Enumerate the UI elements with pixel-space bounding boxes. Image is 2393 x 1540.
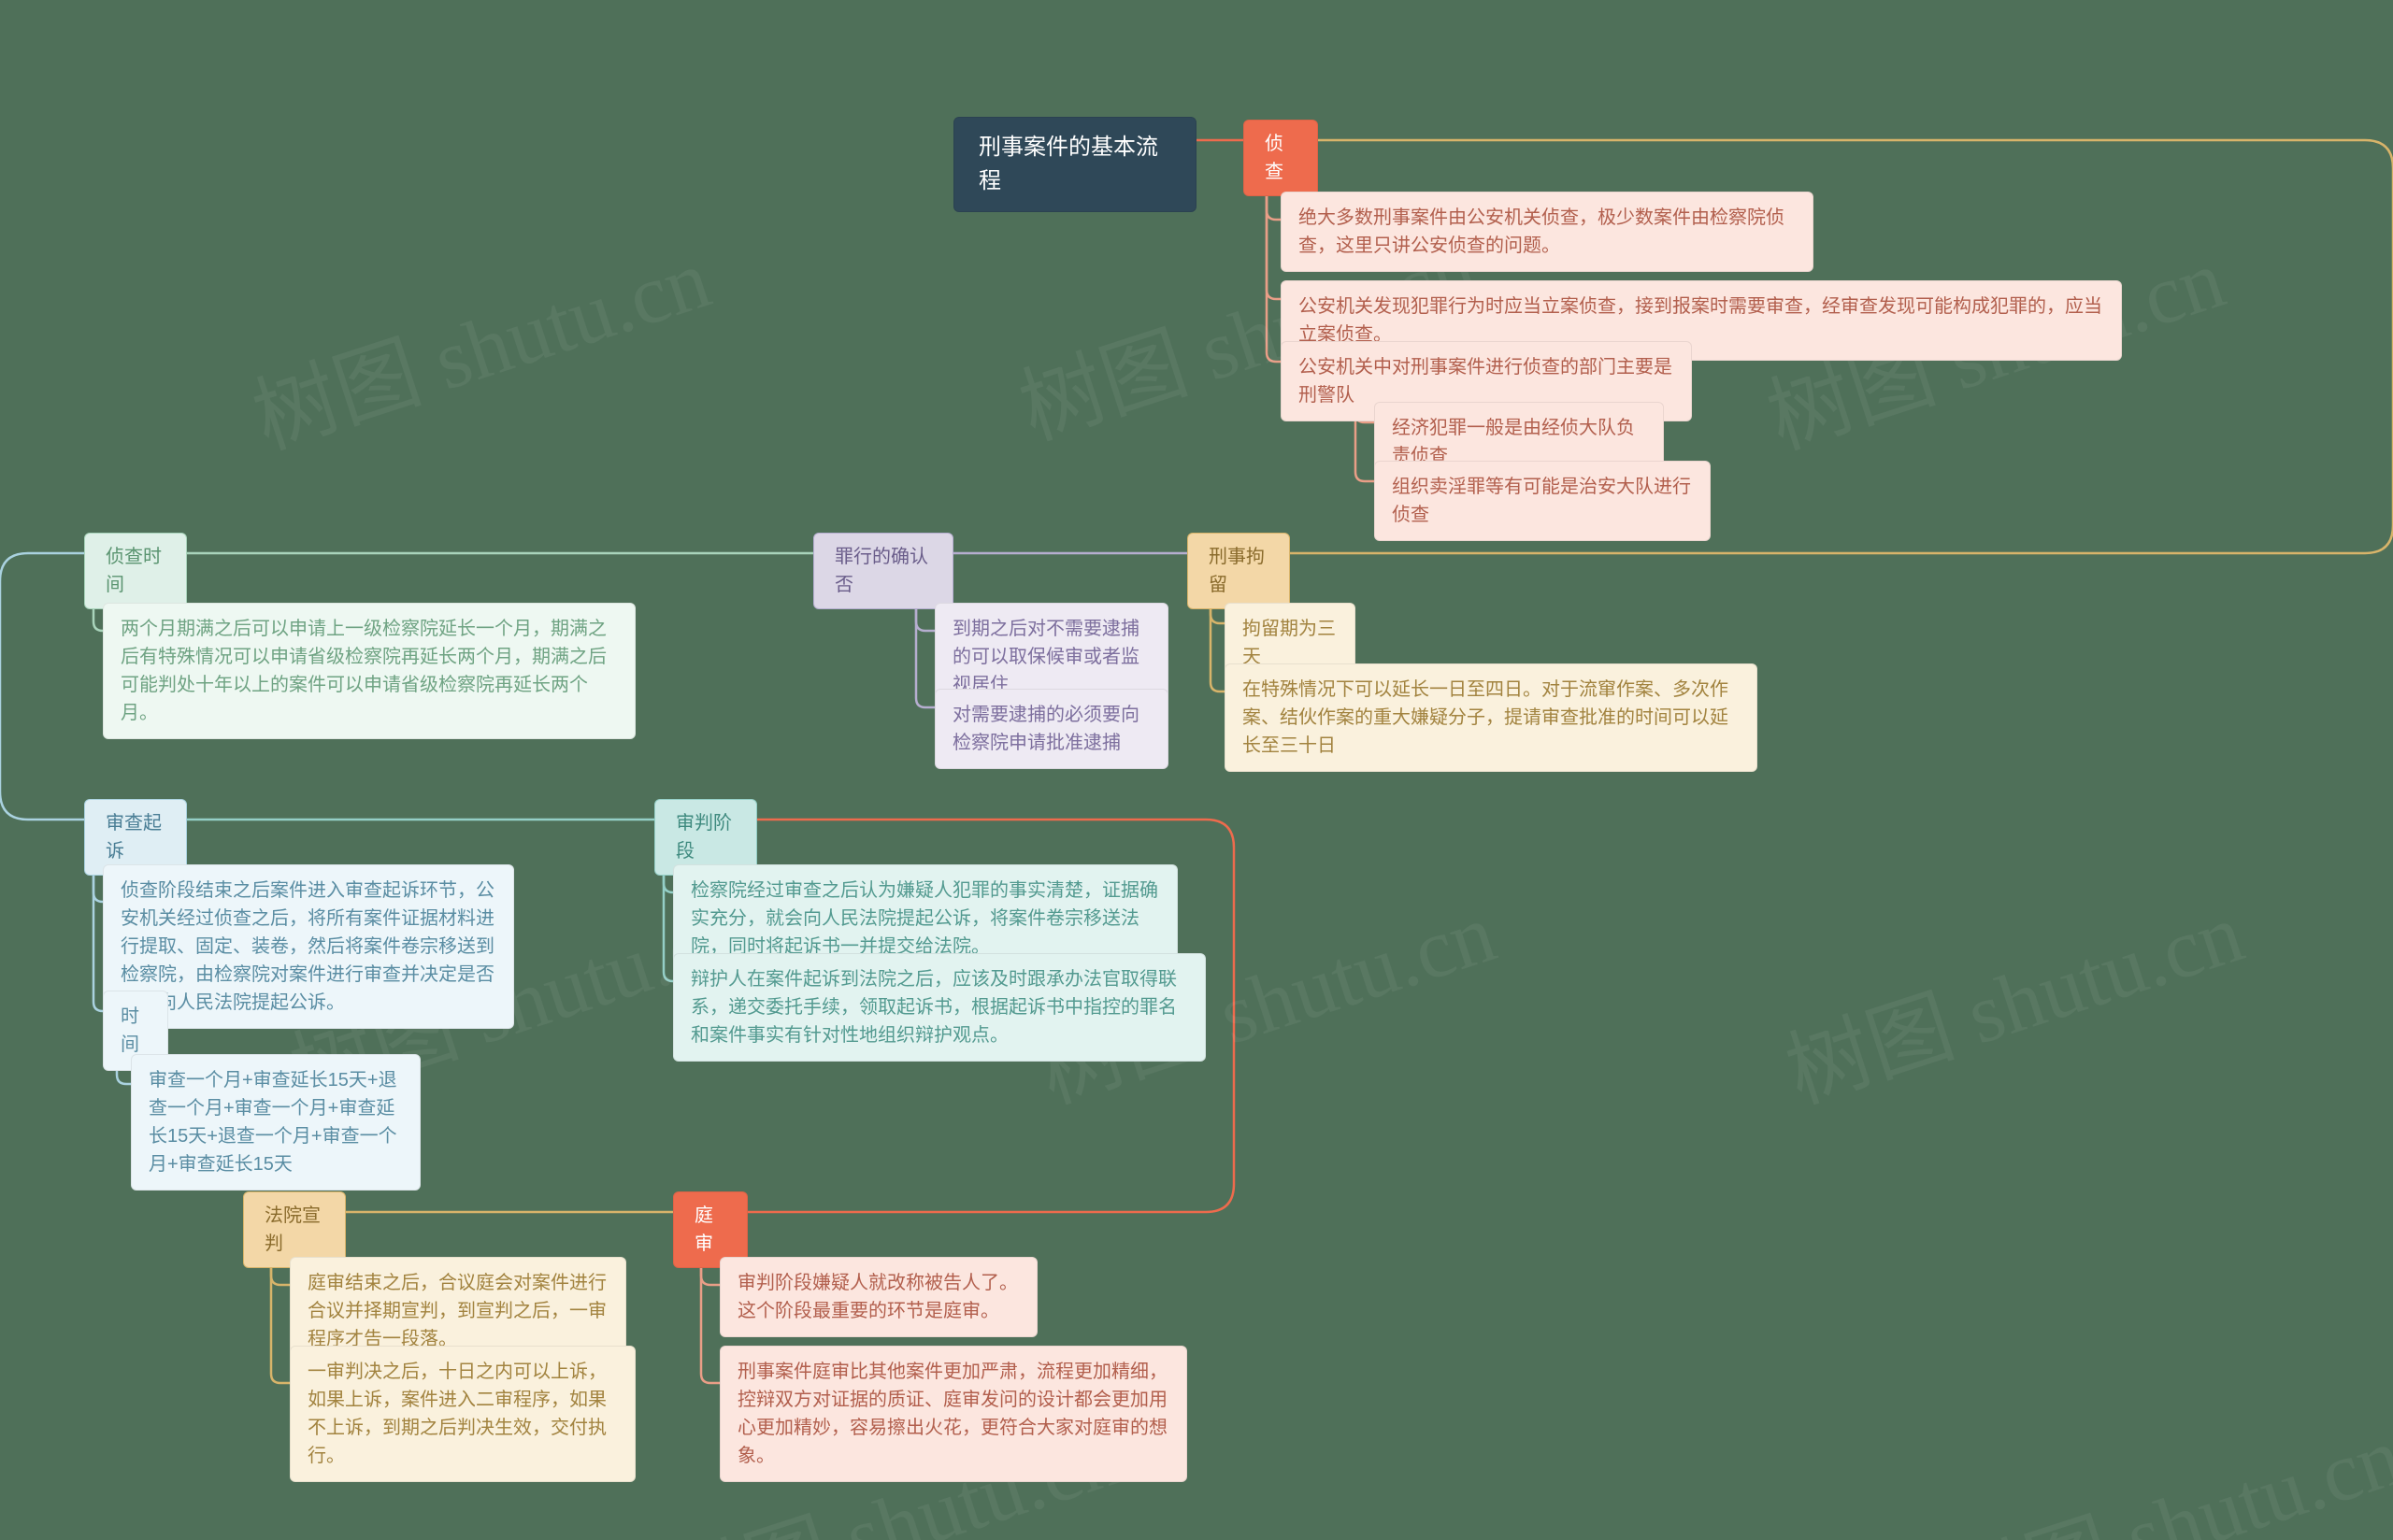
mindmap-node-ver_b[interactable]: 一审判决之后，十日之内可以上诉，如果上诉，案件进入二审程序，如果不上诉，到期之后…	[290, 1346, 636, 1482]
mindmap-node-detain[interactable]: 刑事拘留	[1187, 533, 1290, 609]
watermark: 树图 shutu.cn	[1769, 864, 2255, 1126]
mindmap-node-pros_b1[interactable]: 审查一个月+审查延长15天+退查一个月+审查一个月+审查延长15天+退查一个月+…	[131, 1054, 421, 1191]
mindmap-node-root[interactable]: 刑事案件的基本流程	[953, 117, 1196, 212]
mindmap-node-investigate[interactable]: 侦查	[1243, 120, 1318, 196]
mindmap-node-invtime_a[interactable]: 两个月期满之后可以申请上一级检察院延长一个月，期满之后有特殊情况可以申请省级检察…	[103, 603, 636, 739]
mindmap-canvas: 树图 shutu.cn树图 shutu.cn树图 shutu.cn树图 shut…	[0, 0, 2393, 1540]
connector	[0, 553, 84, 820]
mindmap-node-confirm[interactable]: 罪行的确认否	[813, 533, 953, 609]
watermark: 树图 shutu.cn	[1927, 1388, 2393, 1540]
mindmap-node-trial_b[interactable]: 辩护人在案件起诉到法院之后，应该及时跟承办法官取得联系，递交委托手续，领取起诉书…	[673, 953, 1206, 1062]
mindmap-node-inv_c2[interactable]: 组织卖淫罪等有可能是治安大队进行侦查	[1374, 461, 1711, 541]
watermark: 树图 shutu.cn	[236, 210, 722, 472]
mindmap-node-conf_b[interactable]: 对需要逮捕的必须要向检察院申请批准逮捕	[935, 689, 1168, 769]
mindmap-node-invtime[interactable]: 侦查时间	[84, 533, 187, 609]
mindmap-node-det_b[interactable]: 在特殊情况下可以延长一日至四日。对于流窜作案、多次作案、结伙作案的重大嫌疑分子，…	[1225, 663, 1757, 772]
mindmap-node-hear_a[interactable]: 审判阶段嫌疑人就改称被告人了。这个阶段最重要的环节是庭审。	[720, 1257, 1038, 1337]
mindmap-node-inv_a[interactable]: 绝大多数刑事案件由公安机关侦查，极少数案件由检察院侦查，这里只讲公安侦查的问题。	[1281, 192, 1813, 272]
mindmap-node-hear_b[interactable]: 刑事案件庭审比其他案件更加严肃，流程更加精细，控辩双方对证据的质证、庭审发问的设…	[720, 1346, 1187, 1482]
